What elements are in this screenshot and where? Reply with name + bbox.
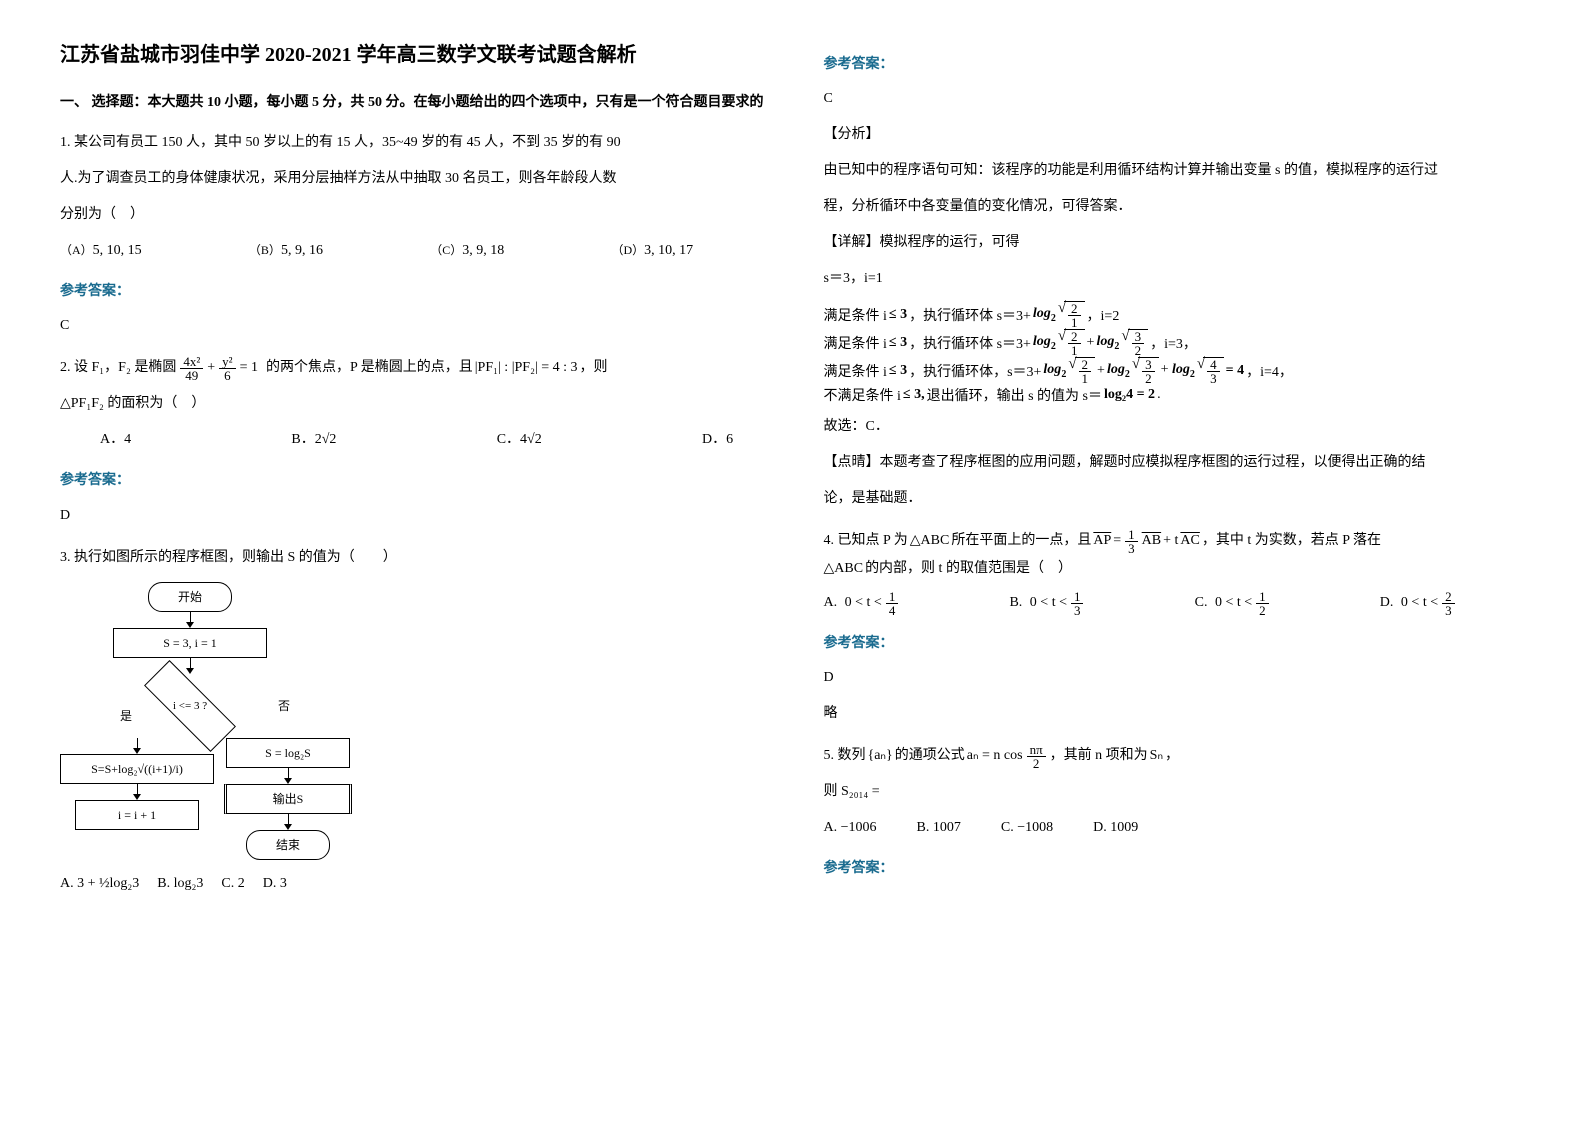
q1-answer: C [60,312,764,340]
q5-line2: 则 S₂₀₁₄ = [824,778,1528,806]
question-5: 5. 数列 {aₙ} 的通项公式 aₙ = n cos nπ2 ，其前 n 项和… [824,742,1528,842]
q2-line2: △PF₁F₂ 的面积为（ ） [60,390,764,418]
q4-choices: A. 0 < t < 14 B. 0 < t < 13 C. 0 < t < 1… [824,589,1457,617]
conclude: 故选：C． [824,413,1528,441]
question-1: 1. 某公司有员工 150 人，其中 50 岁以上的有 15 人，35~49 岁… [60,129,764,265]
q3-choices: A. 3 + ½log₂3 B. log₂3 C. 2 D. 3 [60,870,764,898]
q1-stem-line2: 人.为了调查员工的身体健康状况，采用分层抽样方法从中抽取 30 名员工，则各年龄… [60,165,764,193]
step0: s＝3，i=1 [824,265,1528,293]
answer-label-4: 参考答案： [824,631,1528,656]
q3-answer: C [824,85,1528,113]
q1-stem-line1: 1. 某公司有员工 150 人，其中 50 岁以上的有 15 人，35~49 岁… [60,129,764,157]
flow-init: S = 3, i = 1 [113,628,267,658]
answer-label-2: 参考答案： [60,468,764,493]
detail-label: 【详解】模拟程序的运行，可得 [824,229,1528,257]
q3-stem: 3. 执行如图所示的程序框图，则输出 S 的值为（ ） [60,544,764,572]
q2-answer: D [60,502,764,530]
q4-answer: D [824,664,1528,692]
question-2: 2. 设 F₁，F₂ 是椭圆 4x²49 + y²6 = 1 的两个焦点，P 是… [60,354,764,454]
q5-choices: A. −1006 B. 1007 C. −1008 D. 1009 [824,814,1528,842]
answer-label-1: 参考答案： [60,279,764,304]
analysis-label: 【分析】 [824,121,1528,149]
question-3: 3. 执行如图所示的程序框图，则输出 S 的值为（ ） 开始 S = 3, i … [60,544,764,898]
flow-end: 结束 [246,830,330,860]
flow-start: 开始 [148,582,232,612]
flow-out: 输出S [224,784,352,814]
flow-inc: i = i + 1 [75,800,199,830]
flow-body2: S=S+log₂√((i+1)/i) [60,754,214,784]
section-1-intro: 一、 选择题：本大题共 10 小题，每小题 5 分，共 50 分。在每小题给出的… [60,90,764,115]
answer-label-3: 参考答案： [824,52,1528,77]
q1-choices: （A）5, 10, 15 （B）5, 9, 16 （C）3, 9, 18 （D）… [60,237,693,265]
q2-choices: A．4 B．2√2 C．4√2 D．6 [100,426,733,454]
flow-body1: S = log₂S [226,738,350,768]
q1-stem-line3: 分别为（ ） [60,201,764,229]
question-4: 4. 已知点 P 为 △ABC 所在平面上的一点，且 AP = 13 AB + … [824,527,1528,617]
flowchart: 开始 S = 3, i = 1 i <= 3 ? 否 是 S=S+log₂√((… [60,582,320,860]
q4-skip: 略 [824,700,1528,728]
doc-title: 江苏省盐城市羽佳中学 2020-2021 学年高三数学文联考试题含解析 [60,40,764,70]
answer-label-5: 参考答案： [824,856,1528,881]
